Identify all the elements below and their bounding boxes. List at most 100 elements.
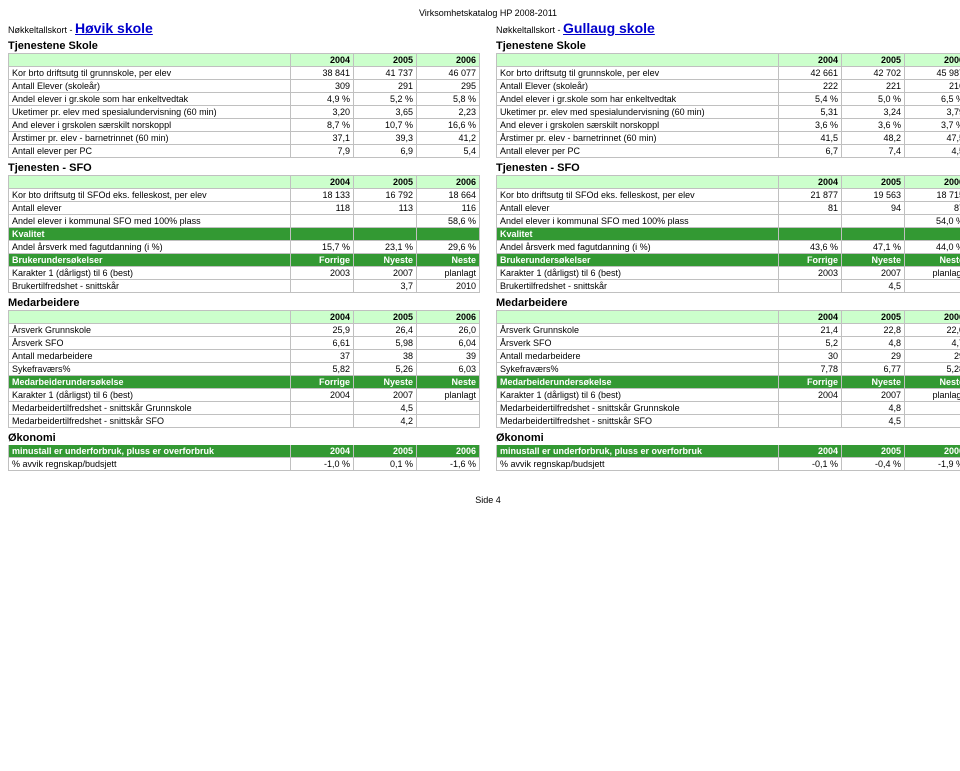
key-prefix: Nøkkeltallskort - xyxy=(8,25,75,35)
row-value: 2004 xyxy=(779,389,842,402)
row-value: 54,0 % xyxy=(905,215,960,228)
row-value: 6,5 % xyxy=(905,93,960,106)
row-value: 4,8 xyxy=(842,337,905,350)
data-table: 200420052006Kor bto driftsutg til SFOd e… xyxy=(8,175,480,293)
col-header: Neste xyxy=(417,254,480,267)
row-value: 5,4 % xyxy=(779,93,842,106)
col-header: 2005 xyxy=(354,54,417,67)
row-value: 5,2 % xyxy=(354,93,417,106)
row-label: % avvik regnskap/budsjett xyxy=(9,458,291,471)
row-value: 30 xyxy=(779,350,842,363)
row-value xyxy=(291,402,354,415)
row-value: 5,26 xyxy=(354,363,417,376)
row-label: Antall Elever (skoleår) xyxy=(497,80,779,93)
row-value: 2010 xyxy=(417,280,480,293)
col-header: 2005 xyxy=(354,445,417,458)
row-value: 3,65 xyxy=(354,106,417,119)
row-value: 4,5 xyxy=(842,280,905,293)
row-value: 6,04 xyxy=(417,337,480,350)
school-link[interactable]: Gullaug skole xyxy=(563,20,655,36)
row-label: Årsverk Grunnskole xyxy=(9,324,291,337)
section-title: Medarbeidere xyxy=(496,297,960,309)
row-label: Antall elever per PC xyxy=(497,145,779,158)
col-header xyxy=(497,311,779,324)
row-value: 18 664 xyxy=(417,189,480,202)
row-label: Årstimer pr. elev - barnetrinnet (60 min… xyxy=(9,132,291,145)
row-label: Brukertilfredshet - snittskår xyxy=(497,280,779,293)
school-link[interactable]: Høvik skole xyxy=(75,20,153,36)
row-label: Antall medarbeidere xyxy=(9,350,291,363)
row-value: 58,6 % xyxy=(417,215,480,228)
col-header: 2006 xyxy=(417,311,480,324)
col-header: Nyeste xyxy=(842,376,905,389)
col-header: Nyeste xyxy=(354,254,417,267)
col-header: 2004 xyxy=(779,54,842,67)
row-value: 44,0 % xyxy=(905,241,960,254)
row-value: 113 xyxy=(354,202,417,215)
row-value: 39,3 xyxy=(354,132,417,145)
col-header xyxy=(497,176,779,189)
col-header: 2004 xyxy=(291,445,354,458)
row-value: 2007 xyxy=(354,267,417,280)
section-title: Tjenesten - SFO xyxy=(8,162,480,174)
school-column: Nøkkeltallskort - Høvik skoleTjenestene … xyxy=(8,20,480,475)
row-value: 26,4 xyxy=(354,324,417,337)
col-header xyxy=(9,176,291,189)
row-value: 5,4 xyxy=(417,145,480,158)
row-value: 16,6 % xyxy=(417,119,480,132)
col-header: 2006 xyxy=(417,54,480,67)
data-table: minustall er underforbruk, pluss er over… xyxy=(496,445,960,471)
page-footer: Side 4 xyxy=(8,495,960,505)
section-title: Tjenesten - SFO xyxy=(496,162,960,174)
row-value: 8,7 % xyxy=(291,119,354,132)
row-value: 5,98 xyxy=(354,337,417,350)
row-value: 29 xyxy=(842,350,905,363)
row-value: 3,7 % xyxy=(905,119,960,132)
row-label: Antall elever per PC xyxy=(9,145,291,158)
col-header: Neste xyxy=(905,376,960,389)
row-label: Årsverk Grunnskole xyxy=(497,324,779,337)
row-value xyxy=(417,402,480,415)
row-value: 38 xyxy=(354,350,417,363)
row-label: And elever i grskolen særskilt norskoppl xyxy=(9,119,291,132)
row-value: 0,1 % xyxy=(354,458,417,471)
row-value: 6,9 xyxy=(354,145,417,158)
col-header: Nyeste xyxy=(842,254,905,267)
row-label: Medarbeidertilfredshet - snittskår Grunn… xyxy=(9,402,291,415)
row-value: 216 xyxy=(905,80,960,93)
row-value: planlagt xyxy=(417,267,480,280)
col-header xyxy=(417,228,480,241)
row-value: 5,0 % xyxy=(842,93,905,106)
row-value: 5,31 xyxy=(779,106,842,119)
col-header: 2004 xyxy=(779,176,842,189)
row-label: Kor bto driftsutg til SFOd eks. fellesko… xyxy=(9,189,291,202)
section-title: Økonomi xyxy=(8,432,480,444)
row-value xyxy=(779,280,842,293)
row-value: 3,20 xyxy=(291,106,354,119)
col-header xyxy=(9,311,291,324)
row-value: 23,1 % xyxy=(354,241,417,254)
row-value xyxy=(417,415,480,428)
row-value: 2007 xyxy=(354,389,417,402)
row-value xyxy=(291,280,354,293)
catalog-title: Virksomhetskatalog HP 2008-2011 xyxy=(8,8,960,18)
row-label: Andel elever i kommunal SFO med 100% pla… xyxy=(9,215,291,228)
col-header: Nyeste xyxy=(354,376,417,389)
col-header: 2006 xyxy=(417,176,480,189)
col-header: 2005 xyxy=(842,311,905,324)
row-value: 6,61 xyxy=(291,337,354,350)
col-header: 2006 xyxy=(417,445,480,458)
row-value: 291 xyxy=(354,80,417,93)
col-header: 2006 xyxy=(905,176,960,189)
section-title: Økonomi xyxy=(496,432,960,444)
row-value: 22,8 xyxy=(842,324,905,337)
row-value: 2004 xyxy=(291,389,354,402)
row-label: Medarbeidertilfredshet - snittskår Grunn… xyxy=(497,402,779,415)
school-column: Nøkkeltallskort - Gullaug skoleTjenesten… xyxy=(496,20,960,475)
row-value: planlagt xyxy=(905,267,960,280)
row-label: Årsverk SFO xyxy=(9,337,291,350)
row-label: Andel årsverk med fagutdanning (i %) xyxy=(497,241,779,254)
row-label: Kor brto driftsutg til grunnskole, per e… xyxy=(497,67,779,80)
row-value: 3,79 xyxy=(905,106,960,119)
row-label: Andel elever i kommunal SFO med 100% pla… xyxy=(497,215,779,228)
